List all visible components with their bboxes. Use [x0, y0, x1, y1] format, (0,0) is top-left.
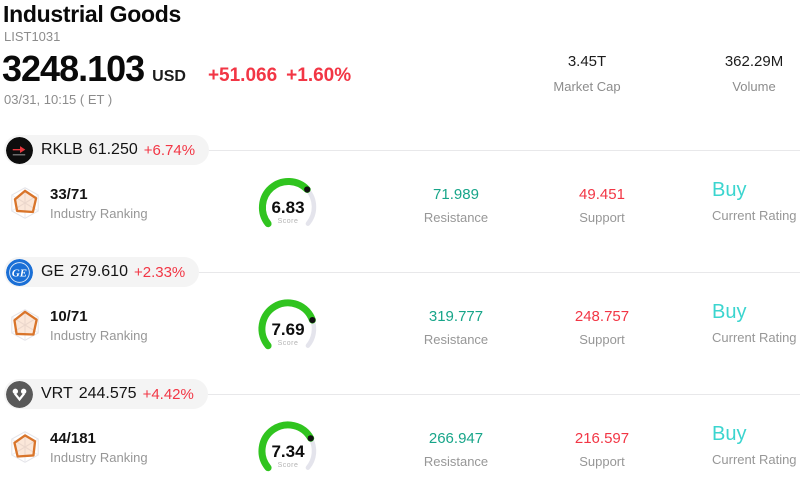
- resistance-value: 319.777: [428, 308, 484, 325]
- stock-section-vrt: VRT 244.575 +4.42% 44/181: [0, 374, 800, 488]
- ge-logo-icon: GE: [6, 258, 33, 286]
- ranking-text: 33/71 Industry Ranking: [50, 186, 148, 221]
- ticker-change: +4.42%: [142, 385, 194, 403]
- ticker-change: +6.74%: [143, 141, 196, 159]
- support-value: 216.597: [574, 430, 630, 447]
- price-change: +51.066 +1.60%: [208, 65, 351, 87]
- resistance-column: 319.777 Resistance: [386, 308, 526, 347]
- industry-ranking-block: 33/71 Industry Ranking: [6, 184, 148, 222]
- ranking-value: 10/71: [50, 307, 88, 325]
- support-column: 216.597 Support: [536, 430, 668, 469]
- support-column: 49.451 Support: [536, 186, 668, 225]
- gauge-arc: [258, 177, 317, 228]
- ranking-value: 44/181: [50, 429, 96, 447]
- score-label: Score: [277, 218, 299, 225]
- row-divider: [199, 271, 800, 273]
- ranking-label: Industry Ranking: [50, 449, 148, 465]
- row-divider: [207, 393, 800, 395]
- radar-chart-icon: [11, 309, 39, 341]
- quote-datetime: 03/31, 10:15 ( ET ): [4, 92, 113, 107]
- ticker-price: 279.610: [70, 263, 128, 280]
- svg-text:GE: GE: [12, 267, 27, 279]
- resistance-value: 71.989: [433, 186, 479, 203]
- stock-section-rklb: RKLB 61.250 +6.74% 33/71: [0, 130, 800, 252]
- rating-label: Current Rating: [712, 330, 797, 345]
- score-gauge: 7.69 Score: [246, 298, 330, 356]
- list-title: Industrial Goods: [3, 1, 181, 27]
- ticker-pill-ge[interactable]: GE GE 279.610 +2.33%: [4, 257, 200, 287]
- row-divider: [209, 149, 800, 151]
- support-label: Support: [579, 332, 625, 347]
- score-label: Score: [277, 340, 299, 347]
- stock-section-ge: GE GE 279.610 +2.33%: [0, 252, 800, 374]
- industry-ranking-block: 10/71 Industry Ranking: [6, 306, 148, 344]
- ranking-text: 10/71 Industry Ranking: [50, 308, 148, 343]
- ranking-text: 44/181 Industry Ranking: [50, 430, 148, 465]
- support-label: Support: [579, 454, 625, 469]
- resistance-label: Resistance: [423, 454, 489, 469]
- resistance-label: Resistance: [423, 332, 489, 347]
- rating-column: Buy Current Rating: [712, 301, 800, 345]
- support-column: 248.757 Support: [536, 308, 668, 347]
- ticker-row: GE GE 279.610 +2.33%: [4, 257, 800, 287]
- vrt-logo-icon: [6, 380, 33, 408]
- rating-value[interactable]: Buy: [712, 423, 747, 445]
- score-gauge: 7.34 Score: [246, 420, 330, 478]
- ticker-pill-vrt[interactable]: VRT 244.575 +4.42%: [4, 379, 208, 409]
- ranking-label: Industry Ranking: [50, 327, 148, 343]
- stock-details: 33/71 Industry Ranking 6.83 Score 71.989…: [0, 172, 800, 244]
- market-cap-stat: 3.45T Market Cap: [513, 53, 661, 94]
- change-absolute: +51.066: [207, 65, 278, 86]
- ticker-pill-rklb[interactable]: RKLB 61.250 +6.74%: [4, 135, 210, 165]
- score-gauge: 6.83 Score: [246, 176, 330, 234]
- ticker-price: 61.250: [88, 141, 138, 158]
- score-value: 6.83: [271, 198, 305, 217]
- support-value: 248.757: [574, 308, 630, 325]
- gauge-arc: [258, 299, 317, 350]
- volume-stat: 362.29M Volume: [706, 53, 800, 94]
- rating-value[interactable]: Buy: [712, 179, 747, 201]
- change-percent: +1.60%: [286, 65, 352, 86]
- volume-label: Volume: [732, 79, 776, 94]
- radar-chart-icon: [11, 431, 39, 463]
- rating-label: Current Rating: [712, 208, 797, 223]
- stock-details: 44/181 Industry Ranking 7.34 Score 266.9…: [0, 416, 800, 488]
- score-value: 7.34: [271, 442, 305, 461]
- ticker-row: VRT 244.575 +4.42%: [4, 379, 800, 409]
- industry-ranking-block: 44/181 Industry Ranking: [6, 428, 148, 466]
- resistance-value: 266.947: [428, 430, 484, 447]
- resistance-label: Resistance: [423, 210, 489, 225]
- rating-column: Buy Current Rating: [712, 179, 800, 223]
- ticker-change: +2.33%: [133, 263, 186, 281]
- gauge-arc: [258, 421, 317, 472]
- ranking-label: Industry Ranking: [50, 205, 148, 221]
- ticker-symbol: GE: [41, 263, 65, 280]
- currency-label: USD: [152, 68, 186, 85]
- support-label: Support: [579, 210, 625, 225]
- resistance-column: 266.947 Resistance: [386, 430, 526, 469]
- radar-chart-icon: [11, 187, 39, 219]
- list-header: Industrial Goods LIST1031 3248.103 USD +…: [0, 0, 800, 130]
- rating-label: Current Rating: [712, 452, 797, 467]
- ticker-symbol: VRT: [41, 385, 73, 402]
- support-value: 49.451: [579, 186, 625, 203]
- ticker-price: 244.575: [78, 385, 137, 402]
- rklb-logo-icon: [6, 136, 33, 164]
- score-value: 7.69: [271, 320, 305, 339]
- rating-column: Buy Current Rating: [712, 423, 800, 467]
- ticker-symbol: RKLB: [41, 141, 83, 158]
- market-cap-value: 3.45T: [567, 53, 607, 70]
- stock-details: 10/71 Industry Ranking 7.69 Score 319.77…: [0, 294, 800, 366]
- resistance-column: 71.989 Resistance: [386, 186, 526, 225]
- list-price: 3248.103: [2, 48, 145, 89]
- rating-value[interactable]: Buy: [712, 301, 747, 323]
- market-cap-label: Market Cap: [553, 79, 621, 94]
- ticker-row: RKLB 61.250 +6.74%: [4, 135, 800, 165]
- score-label: Score: [277, 462, 299, 469]
- volume-value: 362.29M: [724, 53, 784, 70]
- list-id: LIST1031: [4, 29, 61, 44]
- ranking-value: 33/71: [50, 185, 88, 203]
- price-row: 3248.103 USD +51.066 +1.60%: [2, 48, 351, 90]
